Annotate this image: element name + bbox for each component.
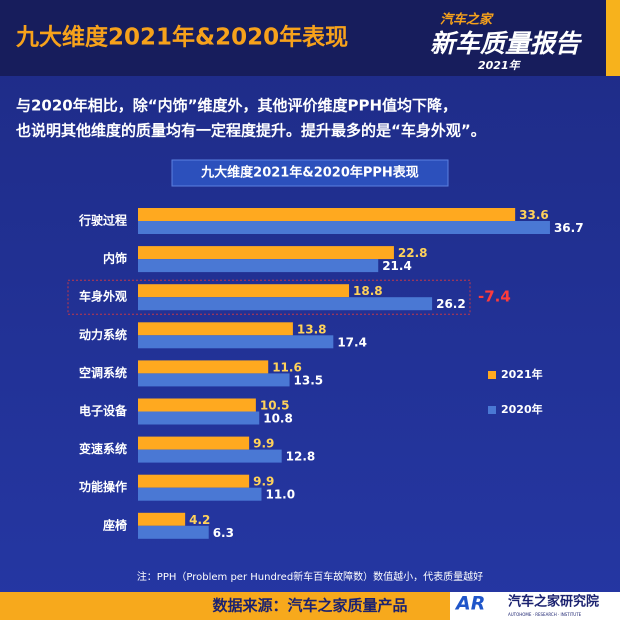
bar <box>138 525 209 539</box>
header-title: 九大维度2021年&2020年表现 <box>15 24 348 51</box>
value-label: 12.8 <box>286 450 316 464</box>
legend-swatch <box>488 406 496 414</box>
bar <box>138 297 433 311</box>
category-label: 座椅 <box>102 517 127 532</box>
bar <box>138 322 293 336</box>
category-label: 电子设备 <box>79 403 128 418</box>
category-label: 内饰 <box>103 251 127 266</box>
bar <box>138 335 334 349</box>
value-label: 9.9 <box>253 475 274 489</box>
value-label: 6.3 <box>213 526 234 540</box>
bar <box>138 246 394 260</box>
footer-band <box>0 592 450 620</box>
note: 注：PPH（Problem per Hundred新车百车故障数）数值越小，代表… <box>137 570 483 583</box>
category-label: 空调系统 <box>79 365 127 380</box>
category-label: 车身外观 <box>79 289 127 304</box>
bar <box>138 411 260 425</box>
source: 数据来源：汽车之家质量产品 <box>212 597 407 615</box>
value-label: 26.2 <box>436 297 466 311</box>
category-label: 行驶过程 <box>78 213 127 228</box>
value-label: 17.4 <box>337 335 367 349</box>
category-label: 动力系统 <box>79 327 127 342</box>
bar <box>138 474 250 488</box>
footer-logo-bg <box>450 592 620 620</box>
bar <box>138 436 250 450</box>
chart-title-box <box>171 159 449 187</box>
logo-year: 2021年 <box>478 59 522 72</box>
value-label: 13.8 <box>297 322 327 336</box>
value-label: 10.8 <box>263 412 293 426</box>
bar <box>138 449 282 463</box>
bar <box>138 512 186 526</box>
footer-logo-name: 汽车之家研究院 <box>508 594 599 610</box>
chart-title: 九大维度2021年&2020年PPH表现 <box>200 165 419 181</box>
bar <box>138 208 516 221</box>
header-accent <box>606 0 620 76</box>
highlight-box <box>67 279 471 315</box>
value-label: 13.5 <box>294 373 324 387</box>
value-label: 4.2 <box>189 513 210 527</box>
legend-label: 2021年 <box>501 367 543 381</box>
annotation: -7.4 <box>478 288 511 306</box>
bar <box>138 373 290 387</box>
header-band <box>0 0 620 76</box>
value-label: 18.8 <box>353 284 383 298</box>
footer-logo-sub: AUTOHOME · RESEARCH · INSTITUTE <box>508 612 582 617</box>
legend-label: 2020年 <box>501 402 543 416</box>
bar <box>138 487 262 501</box>
legend-swatch <box>488 371 496 379</box>
subtitle-line: 也说明其他维度的质量均有一定程度提升。提升最多的是“车身外观”。 <box>16 122 486 140</box>
bar <box>138 398 256 412</box>
category-label: 变速系统 <box>79 441 127 456</box>
value-label: 33.6 <box>519 208 549 222</box>
bar <box>138 360 269 374</box>
value-label: 22.8 <box>398 246 428 260</box>
value-label: 11.0 <box>265 488 295 502</box>
value-label: 11.6 <box>272 360 302 374</box>
bar <box>138 221 550 234</box>
logo-brand: 汽车之家 <box>440 12 494 28</box>
bar <box>138 259 379 273</box>
value-label: 36.7 <box>554 221 584 235</box>
bar <box>138 284 350 298</box>
logo-name: 新车质量报告 <box>430 29 583 58</box>
value-label: 10.5 <box>260 399 290 413</box>
category-label: 功能操作 <box>79 479 127 494</box>
subtitle-line: 与2020年相比，除“内饰”维度外，其他评价维度PPH值均下降， <box>16 97 457 115</box>
value-label: 21.4 <box>382 259 412 273</box>
value-label: 9.9 <box>253 437 274 451</box>
footer-logo-mark: AR <box>454 593 485 615</box>
